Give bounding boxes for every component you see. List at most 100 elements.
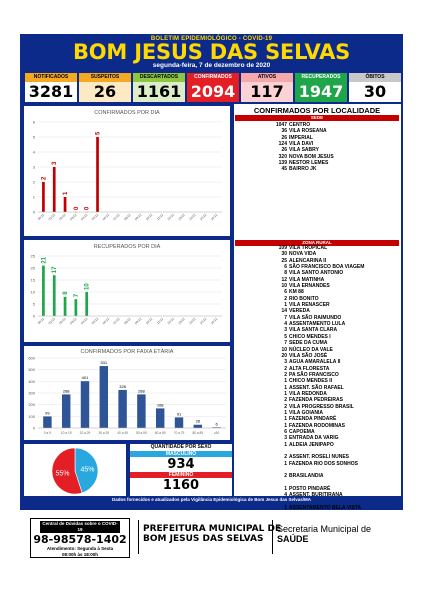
x-tick-label: ≥90 [214, 431, 220, 435]
locality-count: 45 [235, 166, 289, 172]
bar [42, 266, 45, 316]
secretaria-logo: Secretaria Municipal de SAÚDE [277, 524, 371, 544]
sex-pie-chart: 45%55% [24, 444, 126, 496]
bar [42, 182, 45, 212]
bar [64, 197, 67, 212]
footer-divider-2 [272, 520, 273, 554]
data-label: 401 [82, 375, 89, 380]
data-label: 28 [196, 419, 201, 424]
x-tick-label: 14/12 [188, 317, 197, 326]
recovered-by-day-chart: 05101520252130/111701/12802/12703/121004… [24, 240, 230, 342]
data-label: 1 [63, 191, 69, 195]
stat-value: 117 [241, 82, 293, 102]
sex-count-box: QUANTIDADE POR SEXO MASCULINO 934 FEMINI… [130, 444, 232, 496]
footer-divider-1 [138, 520, 139, 554]
y-tick-label: 25 [31, 254, 36, 259]
y-tick-label: 3 [33, 165, 36, 170]
stat-label: NOTIFICADOS [25, 73, 77, 82]
x-tick-label: 0 a 9 [44, 431, 51, 435]
x-tick-label: 07/12 [112, 317, 121, 326]
x-tick-label: 80 a 89 [192, 431, 203, 435]
page-title: BOM JESUS DAS SELVAS [20, 42, 403, 62]
x-tick-label: 30 a 39 [98, 431, 109, 435]
locality-count: 1 [235, 442, 289, 448]
x-tick-label: 10/12 [145, 317, 154, 326]
locality-count: 2 [235, 473, 289, 479]
data-label: 288 [63, 388, 70, 393]
sex-count-title: QUANTIDADE POR SEXO [130, 444, 232, 451]
data-label: 326 [119, 384, 126, 389]
y-tick-label: 500 [28, 367, 35, 372]
bar [85, 292, 88, 316]
data-label: 17 [52, 266, 58, 273]
recovered-by-day-panel: RECUPERADOS POR DIA 0 5 10 15 20 25 21 30/11 17 0… [24, 240, 230, 342]
data-label: 7 [74, 293, 80, 297]
x-tick-label: 08/12 [123, 213, 132, 222]
x-tick-label: 08/12 [123, 317, 132, 326]
bar [53, 275, 56, 316]
confirmed-by-day-panel: CONFIRMADOS POR DIA 0 1 2 3 4 5 6 2 30/11 3 01/12 1… [24, 106, 230, 236]
x-tick-label: 20 a 29 [80, 431, 91, 435]
x-tick-label: 70 a 79 [174, 431, 185, 435]
data-label: 10 [85, 283, 91, 290]
prefeitura-logo: PREFEITURA MUNICIPAL DE BOM JESUS DAS SE… [143, 524, 281, 544]
data-label: 91 [177, 411, 182, 416]
x-tick-label: 06/12 [102, 213, 111, 222]
stat-confirmados: CONFIRMADOS 2094 [186, 72, 240, 102]
x-tick-label: 05/12 [91, 317, 100, 326]
y-tick-label: 400 [28, 379, 35, 384]
y-tick-label: 20 [31, 266, 36, 271]
stat-value: 2094 [187, 82, 239, 102]
stat-ativos: ATIVOS 117 [240, 72, 294, 102]
y-tick-label: 6 [33, 120, 36, 125]
y-tick-label: 0 [33, 314, 36, 319]
secretaria-line-2: SAÚDE [277, 534, 371, 544]
confirmed-by-age-panel: CONFIRMADOS POR FAIXA ETÁRIA 0 100 200 300 4… [24, 346, 230, 440]
y-tick-label: 600 [28, 356, 35, 361]
locality-name: FAZENDA RIO DOS SONHOS [289, 461, 358, 467]
data-source-note: Dados fornecidos e atualizados pela Vigi… [20, 497, 403, 502]
x-tick-label: 15/12 [199, 317, 208, 326]
sede-label: SEDE [235, 115, 399, 121]
confirmed-by-age-chart: 0100200300400500600990 a 928810 a 194012… [24, 346, 230, 440]
prefeitura-line-1: PREFEITURA MUNICIPAL DE [143, 524, 281, 534]
y-tick-label: 0 [33, 210, 36, 215]
bulletin-date: segunda-feira, 7 de dezembro de 2020 [20, 62, 403, 69]
y-tick-label: 15 [31, 278, 36, 283]
x-tick-label: 13/12 [177, 317, 186, 326]
x-tick-label: 12/12 [167, 317, 176, 326]
stat-label: ATIVOS [241, 73, 293, 82]
bar [100, 366, 108, 428]
x-tick-label: 15/12 [199, 213, 208, 222]
data-label: 99 [45, 410, 50, 415]
bar [53, 167, 56, 212]
bar [96, 137, 99, 212]
x-tick-label: 10/12 [145, 213, 154, 222]
stat-value: 30 [349, 82, 401, 102]
x-tick-label: 16/12 [210, 213, 219, 222]
x-tick-label: 60 a 69 [155, 431, 166, 435]
stat-label: SUSPEITOS [79, 73, 131, 82]
stat-suspeitos: SUSPEITOS 26 [78, 72, 132, 102]
data-label: 21 [41, 256, 47, 263]
stat-bitos: ÓBITOS 30 [348, 72, 402, 102]
bar [156, 408, 164, 428]
x-tick-label: 01/12 [47, 213, 56, 222]
female-count: 1160 [130, 478, 232, 494]
x-tick-label: 09/12 [134, 317, 143, 326]
rural-list: 109 VILA TROPICAL 30 NOVA VIDA 25 ALENCARINA … [235, 245, 399, 524]
data-label: 6 [215, 421, 218, 426]
x-tick-label: 05/12 [91, 213, 100, 222]
data-label: 8 [63, 291, 69, 295]
locality-name: ALDEIA JENIPAPO [289, 442, 334, 448]
x-tick-label: 06/12 [102, 317, 111, 326]
x-tick-label: 09/12 [134, 213, 143, 222]
y-tick-label: 4 [33, 150, 36, 155]
x-tick-label: 50 a 59 [136, 431, 147, 435]
y-tick-label: 5 [33, 302, 36, 307]
x-tick-label: 01/12 [47, 317, 56, 326]
y-tick-label: 200 [28, 402, 35, 407]
bar [175, 417, 183, 428]
x-tick-label: 13/12 [177, 213, 186, 222]
x-tick-label: 30/11 [37, 317, 45, 325]
